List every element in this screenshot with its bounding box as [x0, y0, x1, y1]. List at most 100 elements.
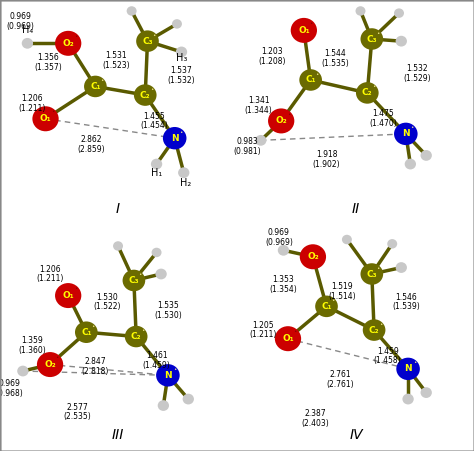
- Text: N: N: [171, 133, 179, 143]
- Text: O₂: O₂: [44, 360, 56, 369]
- Text: 1.205
(1.211): 1.205 (1.211): [249, 321, 277, 340]
- Text: 2.847
(2.818): 2.847 (2.818): [82, 357, 109, 376]
- Circle shape: [275, 326, 301, 351]
- Circle shape: [396, 358, 420, 380]
- Text: •: •: [51, 110, 55, 115]
- Text: 1.918
(1.902): 1.918 (1.902): [313, 150, 340, 169]
- Text: C₁: C₁: [81, 328, 91, 337]
- Text: 1.475
(1.470): 1.475 (1.470): [369, 110, 397, 128]
- Circle shape: [255, 135, 266, 146]
- Circle shape: [396, 262, 407, 273]
- Text: •: •: [150, 87, 153, 92]
- Circle shape: [156, 364, 180, 387]
- Text: •: •: [315, 72, 319, 77]
- Circle shape: [152, 248, 162, 257]
- Circle shape: [363, 319, 385, 341]
- Circle shape: [300, 244, 326, 269]
- Text: 1.206
(1.211): 1.206 (1.211): [36, 265, 64, 283]
- Circle shape: [127, 6, 137, 16]
- Circle shape: [394, 9, 404, 18]
- Circle shape: [55, 283, 82, 308]
- Text: H₂: H₂: [181, 179, 191, 189]
- Text: •: •: [74, 286, 77, 291]
- Text: C₂: C₂: [140, 91, 151, 100]
- Text: •: •: [152, 33, 155, 38]
- Circle shape: [315, 295, 338, 317]
- Text: 2.862
(2.859): 2.862 (2.859): [77, 135, 105, 154]
- Text: •: •: [372, 84, 375, 89]
- Text: C₁: C₁: [90, 82, 100, 91]
- Circle shape: [342, 235, 352, 244]
- Text: C₃: C₃: [366, 35, 377, 43]
- Text: O₂: O₂: [307, 252, 319, 261]
- Text: C₃: C₃: [142, 37, 153, 46]
- Text: 1.203
(1.208): 1.203 (1.208): [258, 47, 286, 65]
- Circle shape: [182, 394, 194, 405]
- Text: C₃: C₃: [128, 276, 139, 285]
- Circle shape: [75, 322, 98, 343]
- Text: 1.531
(1.523): 1.531 (1.523): [102, 51, 129, 70]
- Text: •: •: [376, 31, 380, 36]
- Circle shape: [158, 400, 169, 411]
- Text: H₁: H₁: [151, 168, 162, 178]
- Text: 1.461
(1.459): 1.461 (1.459): [143, 351, 171, 370]
- Text: O₁: O₁: [282, 334, 294, 343]
- Text: 1.532
(1.529): 1.532 (1.529): [403, 64, 431, 83]
- Text: 1.537
(1.532): 1.537 (1.532): [168, 66, 195, 85]
- Text: H₄: H₄: [22, 25, 33, 35]
- Text: C₂: C₂: [369, 326, 379, 335]
- Circle shape: [361, 263, 383, 285]
- Circle shape: [17, 366, 28, 377]
- Text: O₁: O₁: [298, 26, 310, 35]
- Text: 0.969
(0.968): 0.969 (0.968): [0, 379, 23, 398]
- Circle shape: [278, 245, 289, 256]
- Text: 1.206
(1.211): 1.206 (1.211): [18, 94, 46, 113]
- Text: 0.983
(0.981): 0.983 (0.981): [233, 138, 261, 156]
- Text: 2.761
(2.761): 2.761 (2.761): [326, 370, 354, 389]
- Text: •: •: [91, 324, 94, 329]
- Text: O₁: O₁: [63, 291, 74, 300]
- Text: 1.535
(1.530): 1.535 (1.530): [154, 301, 182, 320]
- Text: 1.341
(1.344): 1.341 (1.344): [245, 97, 273, 115]
- Circle shape: [291, 18, 317, 43]
- Circle shape: [396, 36, 407, 46]
- Text: •: •: [141, 328, 144, 333]
- Circle shape: [176, 46, 187, 57]
- Text: 0.969
(0.969): 0.969 (0.969): [7, 13, 35, 31]
- Circle shape: [151, 159, 162, 170]
- Circle shape: [155, 269, 167, 280]
- Text: IV: IV: [349, 428, 363, 442]
- Text: •: •: [287, 111, 290, 116]
- Text: O₂: O₂: [275, 116, 287, 125]
- Text: O₂: O₂: [62, 39, 74, 48]
- Circle shape: [299, 69, 322, 91]
- Text: 0.969
(0.969): 0.969 (0.969): [265, 228, 293, 247]
- Circle shape: [37, 352, 63, 377]
- Text: 1.353
(1.354): 1.353 (1.354): [270, 276, 297, 294]
- Text: •: •: [379, 322, 382, 327]
- Text: I: I: [116, 202, 120, 216]
- Text: •: •: [55, 355, 59, 360]
- Text: C₁: C₁: [305, 75, 316, 84]
- Text: C₁: C₁: [321, 302, 332, 311]
- Circle shape: [178, 167, 190, 178]
- Circle shape: [125, 326, 147, 347]
- Text: O₁: O₁: [40, 114, 51, 123]
- Text: III: III: [112, 428, 124, 442]
- Circle shape: [405, 159, 416, 170]
- Circle shape: [402, 394, 414, 405]
- Circle shape: [361, 28, 383, 50]
- Circle shape: [136, 30, 159, 52]
- Text: 2.387
(2.403): 2.387 (2.403): [301, 409, 329, 428]
- Circle shape: [123, 270, 145, 291]
- Text: 2.577
(2.535): 2.577 (2.535): [64, 403, 91, 421]
- Text: 1.356
(1.357): 1.356 (1.357): [34, 53, 62, 72]
- Circle shape: [55, 31, 82, 56]
- Circle shape: [134, 84, 156, 106]
- Circle shape: [84, 76, 107, 97]
- Text: •: •: [319, 248, 322, 253]
- Text: •: •: [376, 266, 380, 271]
- Circle shape: [356, 6, 365, 16]
- Text: •: •: [413, 360, 416, 365]
- Text: H₃: H₃: [176, 53, 187, 64]
